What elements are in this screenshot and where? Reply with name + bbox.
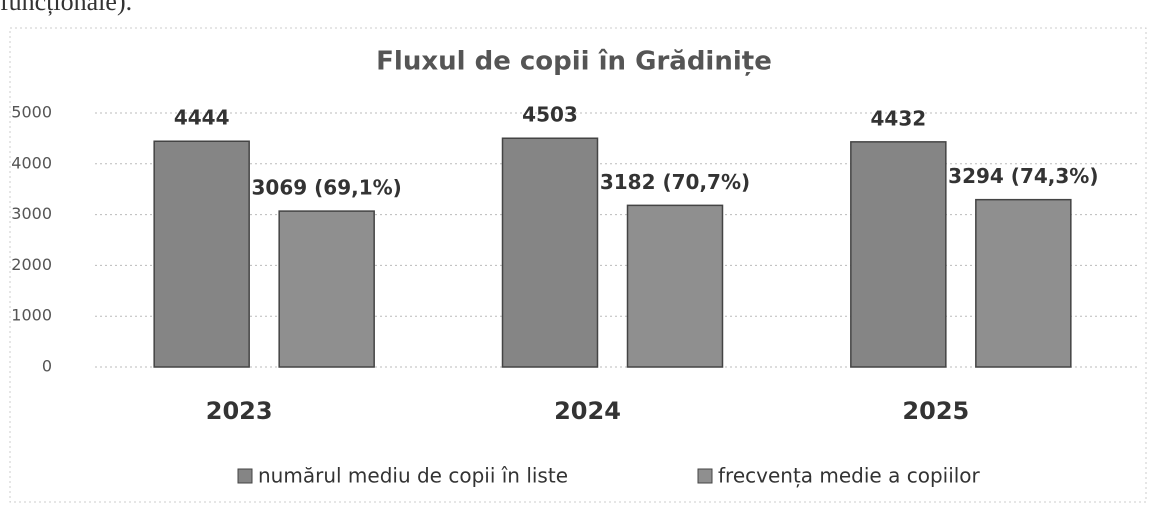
y-tick-label: 1000 bbox=[11, 306, 52, 325]
bar bbox=[975, 198, 1072, 368]
y-tick-label: 0 bbox=[42, 357, 52, 376]
bar bbox=[153, 140, 250, 368]
legend-marker bbox=[237, 468, 253, 484]
bar bbox=[626, 204, 724, 368]
data-label: 3069 (69,1%) bbox=[252, 176, 402, 200]
legend-marker bbox=[697, 468, 713, 484]
bar bbox=[850, 141, 947, 368]
chart-title: Fluxul de copii în Grădinițe bbox=[376, 47, 772, 77]
legend-label: frecvența medie a copiilor bbox=[718, 464, 981, 488]
data-label: 4444 bbox=[174, 106, 230, 130]
page-text: funcționale). bbox=[0, 0, 132, 16]
y-tick-label: 5000 bbox=[11, 103, 52, 122]
data-label: 3294 (74,3%) bbox=[948, 164, 1098, 188]
x-tick-label: 2025 bbox=[902, 397, 969, 425]
data-label: 4503 bbox=[522, 103, 578, 127]
x-tick-label: 2024 bbox=[554, 397, 621, 425]
y-tick-label: 2000 bbox=[11, 255, 52, 274]
data-label: 3182 (70,7%) bbox=[600, 170, 750, 194]
x-tick-label: 2023 bbox=[206, 397, 273, 425]
bar bbox=[501, 137, 599, 368]
y-tick-label: 3000 bbox=[11, 204, 52, 223]
y-tick-label: 4000 bbox=[11, 153, 52, 172]
data-label: 4432 bbox=[870, 106, 926, 130]
bar bbox=[278, 210, 375, 368]
legend-label: numărul mediu de copii în liste bbox=[258, 464, 568, 488]
